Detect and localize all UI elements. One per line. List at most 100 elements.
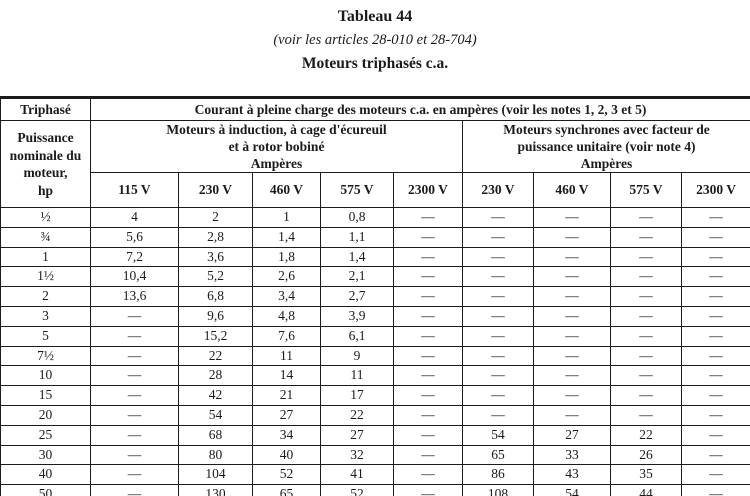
ampere-cell: 28: [178, 365, 253, 387]
ampere-cell: 27: [252, 404, 321, 426]
ampere-cell: 34: [252, 424, 321, 446]
ampere-cell: —: [610, 246, 682, 268]
ampere-cell: 104: [178, 464, 253, 486]
ampere-cell: 1,4: [320, 246, 394, 268]
hp-cell: 40: [0, 464, 91, 486]
table-row: 25—68 34 27—54 27 22—: [0, 424, 750, 446]
ampere-cell: 54: [533, 484, 611, 496]
ampere-cell: —: [462, 365, 534, 387]
ampere-cell: —: [533, 305, 611, 327]
ampere-cell: 17: [320, 385, 394, 406]
hp-cell: 2: [0, 286, 91, 307]
ampere-cell: 27: [320, 424, 394, 446]
voltage-header: 460 V: [533, 172, 611, 208]
ampere-cell: 40: [252, 444, 321, 466]
ampere-cell: —: [90, 325, 179, 347]
main-header: Courant à pleine charge des moteurs c.a.…: [89, 97, 750, 121]
ampere-cell: 0,8: [320, 207, 394, 228]
ampere-cell: —: [680, 365, 750, 387]
motor-full-load-current-table: Triphasé Courant à pleine charge des mot…: [0, 96, 750, 496]
ampere-cell: 130: [178, 484, 253, 496]
ampere-cell: —: [90, 404, 179, 426]
ampere-cell: —: [393, 345, 463, 367]
ampere-cell: 2,1: [320, 266, 394, 288]
ampere-cell: 26: [610, 444, 682, 466]
ampere-cell: —: [680, 305, 750, 327]
table-row: 15—42 21 17— — — — —: [0, 385, 750, 406]
ampere-cell: —: [610, 226, 682, 248]
ampere-cell: —: [393, 286, 463, 307]
ampere-cell: —: [90, 444, 179, 466]
ampere-cell: —: [533, 246, 611, 268]
ampere-cell: —: [680, 345, 750, 367]
ampere-cell: 44: [610, 484, 682, 496]
ampere-cell: 27: [533, 424, 611, 446]
ampere-cell: —: [610, 345, 682, 367]
table-row: ¾ 5,6 2,8 1,4 1,1— — — — —: [0, 226, 750, 248]
table-row: 10—28 14 11— — — — —: [0, 365, 750, 387]
ampere-cell: —: [680, 464, 750, 486]
ampere-cell: —: [393, 266, 463, 288]
voltage-header: 460 V: [252, 172, 321, 208]
ampere-cell: 108: [462, 484, 534, 496]
ampere-cell: —: [680, 404, 750, 426]
ampere-cell: 9,6: [178, 305, 253, 327]
ampere-cell: —: [393, 305, 463, 327]
ampere-cell: 1,1: [320, 226, 394, 248]
ampere-cell: 5,6: [90, 226, 179, 248]
ampere-cell: —: [610, 365, 682, 387]
ampere-cell: 6,1: [320, 325, 394, 347]
ampere-cell: —: [533, 365, 611, 387]
table-row: 50—130 65 52—108 54 44—: [0, 484, 750, 496]
hp-cell: 1: [0, 246, 91, 268]
ampere-cell: 2,8: [178, 226, 253, 248]
ampere-cell: —: [462, 345, 534, 367]
ampere-cell: —: [610, 385, 682, 406]
ampere-cell: —: [680, 286, 750, 307]
ampere-cell: —: [680, 385, 750, 406]
ampere-cell: —: [533, 226, 611, 248]
ampere-cell: 6,8: [178, 286, 253, 307]
ampere-cell: 54: [178, 404, 253, 426]
ampere-cell: 35: [610, 464, 682, 486]
ampere-cell: 1: [252, 207, 321, 228]
ampere-cell: —: [462, 266, 534, 288]
ampere-cell: —: [680, 424, 750, 446]
ampere-cell: 42: [178, 385, 253, 406]
induction-group-header: Moteurs à induction, à cage d'écureuil e…: [90, 120, 463, 173]
ampere-cell: —: [533, 404, 611, 426]
ampere-cell: 11: [252, 345, 321, 367]
voltage-header: 2300 V: [680, 172, 750, 208]
ampere-cell: —: [462, 207, 534, 228]
ampere-cell: —: [90, 424, 179, 446]
ampere-cell: 7,2: [90, 246, 179, 268]
ampere-cell: —: [610, 404, 682, 426]
table-row: ½ 4 2 1 0,8— — — — —: [0, 207, 750, 228]
ampere-cell: —: [610, 286, 682, 307]
ampere-cell: 43: [533, 464, 611, 486]
ampere-cell: 3,9: [320, 305, 394, 327]
voltage-header: 575 V: [320, 172, 394, 208]
ampere-cell: —: [680, 207, 750, 228]
top-header-row: Triphasé Courant à pleine charge des mot…: [0, 97, 750, 121]
ampere-cell: 13,6: [90, 286, 179, 307]
table-row: 5—15,2 7,6 6,1— — — — —: [0, 325, 750, 347]
hp-cell: 50: [0, 484, 91, 496]
ampere-cell: —: [462, 305, 534, 327]
hp-cell: 30: [0, 444, 91, 466]
ampere-cell: —: [533, 286, 611, 307]
ampere-cell: 15,2: [178, 325, 253, 347]
ampere-cell: 7,6: [252, 325, 321, 347]
ampere-cell: —: [680, 246, 750, 268]
ampere-cell: 65: [462, 444, 534, 466]
ampere-cell: 52: [320, 484, 394, 496]
ampere-cell: 10,4: [90, 266, 179, 288]
ampere-cell: 2: [178, 207, 253, 228]
voltage-header: 2300 V: [393, 172, 463, 208]
ampere-cell: —: [462, 226, 534, 248]
ampere-cell: —: [90, 365, 179, 387]
table-row: 7½ —22 11 9— — — — —: [0, 345, 750, 367]
hp-cell: 1½: [0, 266, 91, 288]
ampere-cell: 11: [320, 365, 394, 387]
